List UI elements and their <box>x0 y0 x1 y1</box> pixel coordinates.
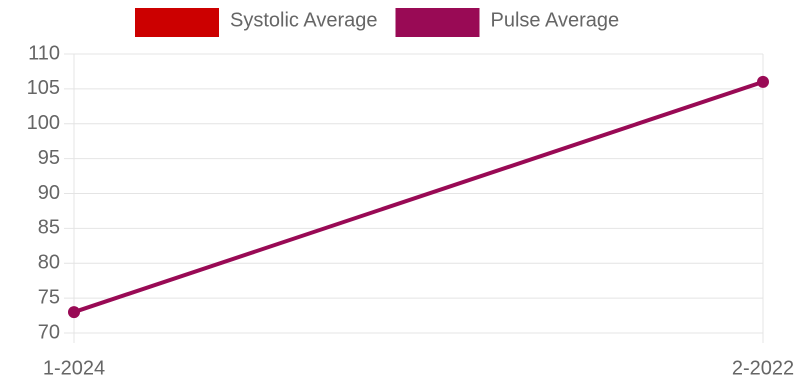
point <box>757 75 769 88</box>
y-tick-label: 100 <box>27 112 60 134</box>
series-line <box>73 80 764 314</box>
y-tick-label: 85 <box>38 217 60 239</box>
legend-label: Pulse Average <box>491 9 620 31</box>
y-tick-label: 90 <box>38 182 60 204</box>
point <box>68 306 80 319</box>
y-tick-label: 80 <box>38 252 60 274</box>
legend-swatch <box>135 8 219 37</box>
y-tick-label: 105 <box>27 77 60 99</box>
legend-swatch <box>395 8 480 37</box>
x-tick-label: 2-2022 <box>732 357 794 379</box>
legend-label: Systolic Average <box>230 9 378 31</box>
y-tick-label: 70 <box>38 321 60 343</box>
y-tick-label: 110 <box>28 42 60 64</box>
x-tick-label: 1-2024 <box>43 357 105 379</box>
y-tick-label: 95 <box>38 147 60 169</box>
y-tick-label: 75 <box>38 286 60 308</box>
